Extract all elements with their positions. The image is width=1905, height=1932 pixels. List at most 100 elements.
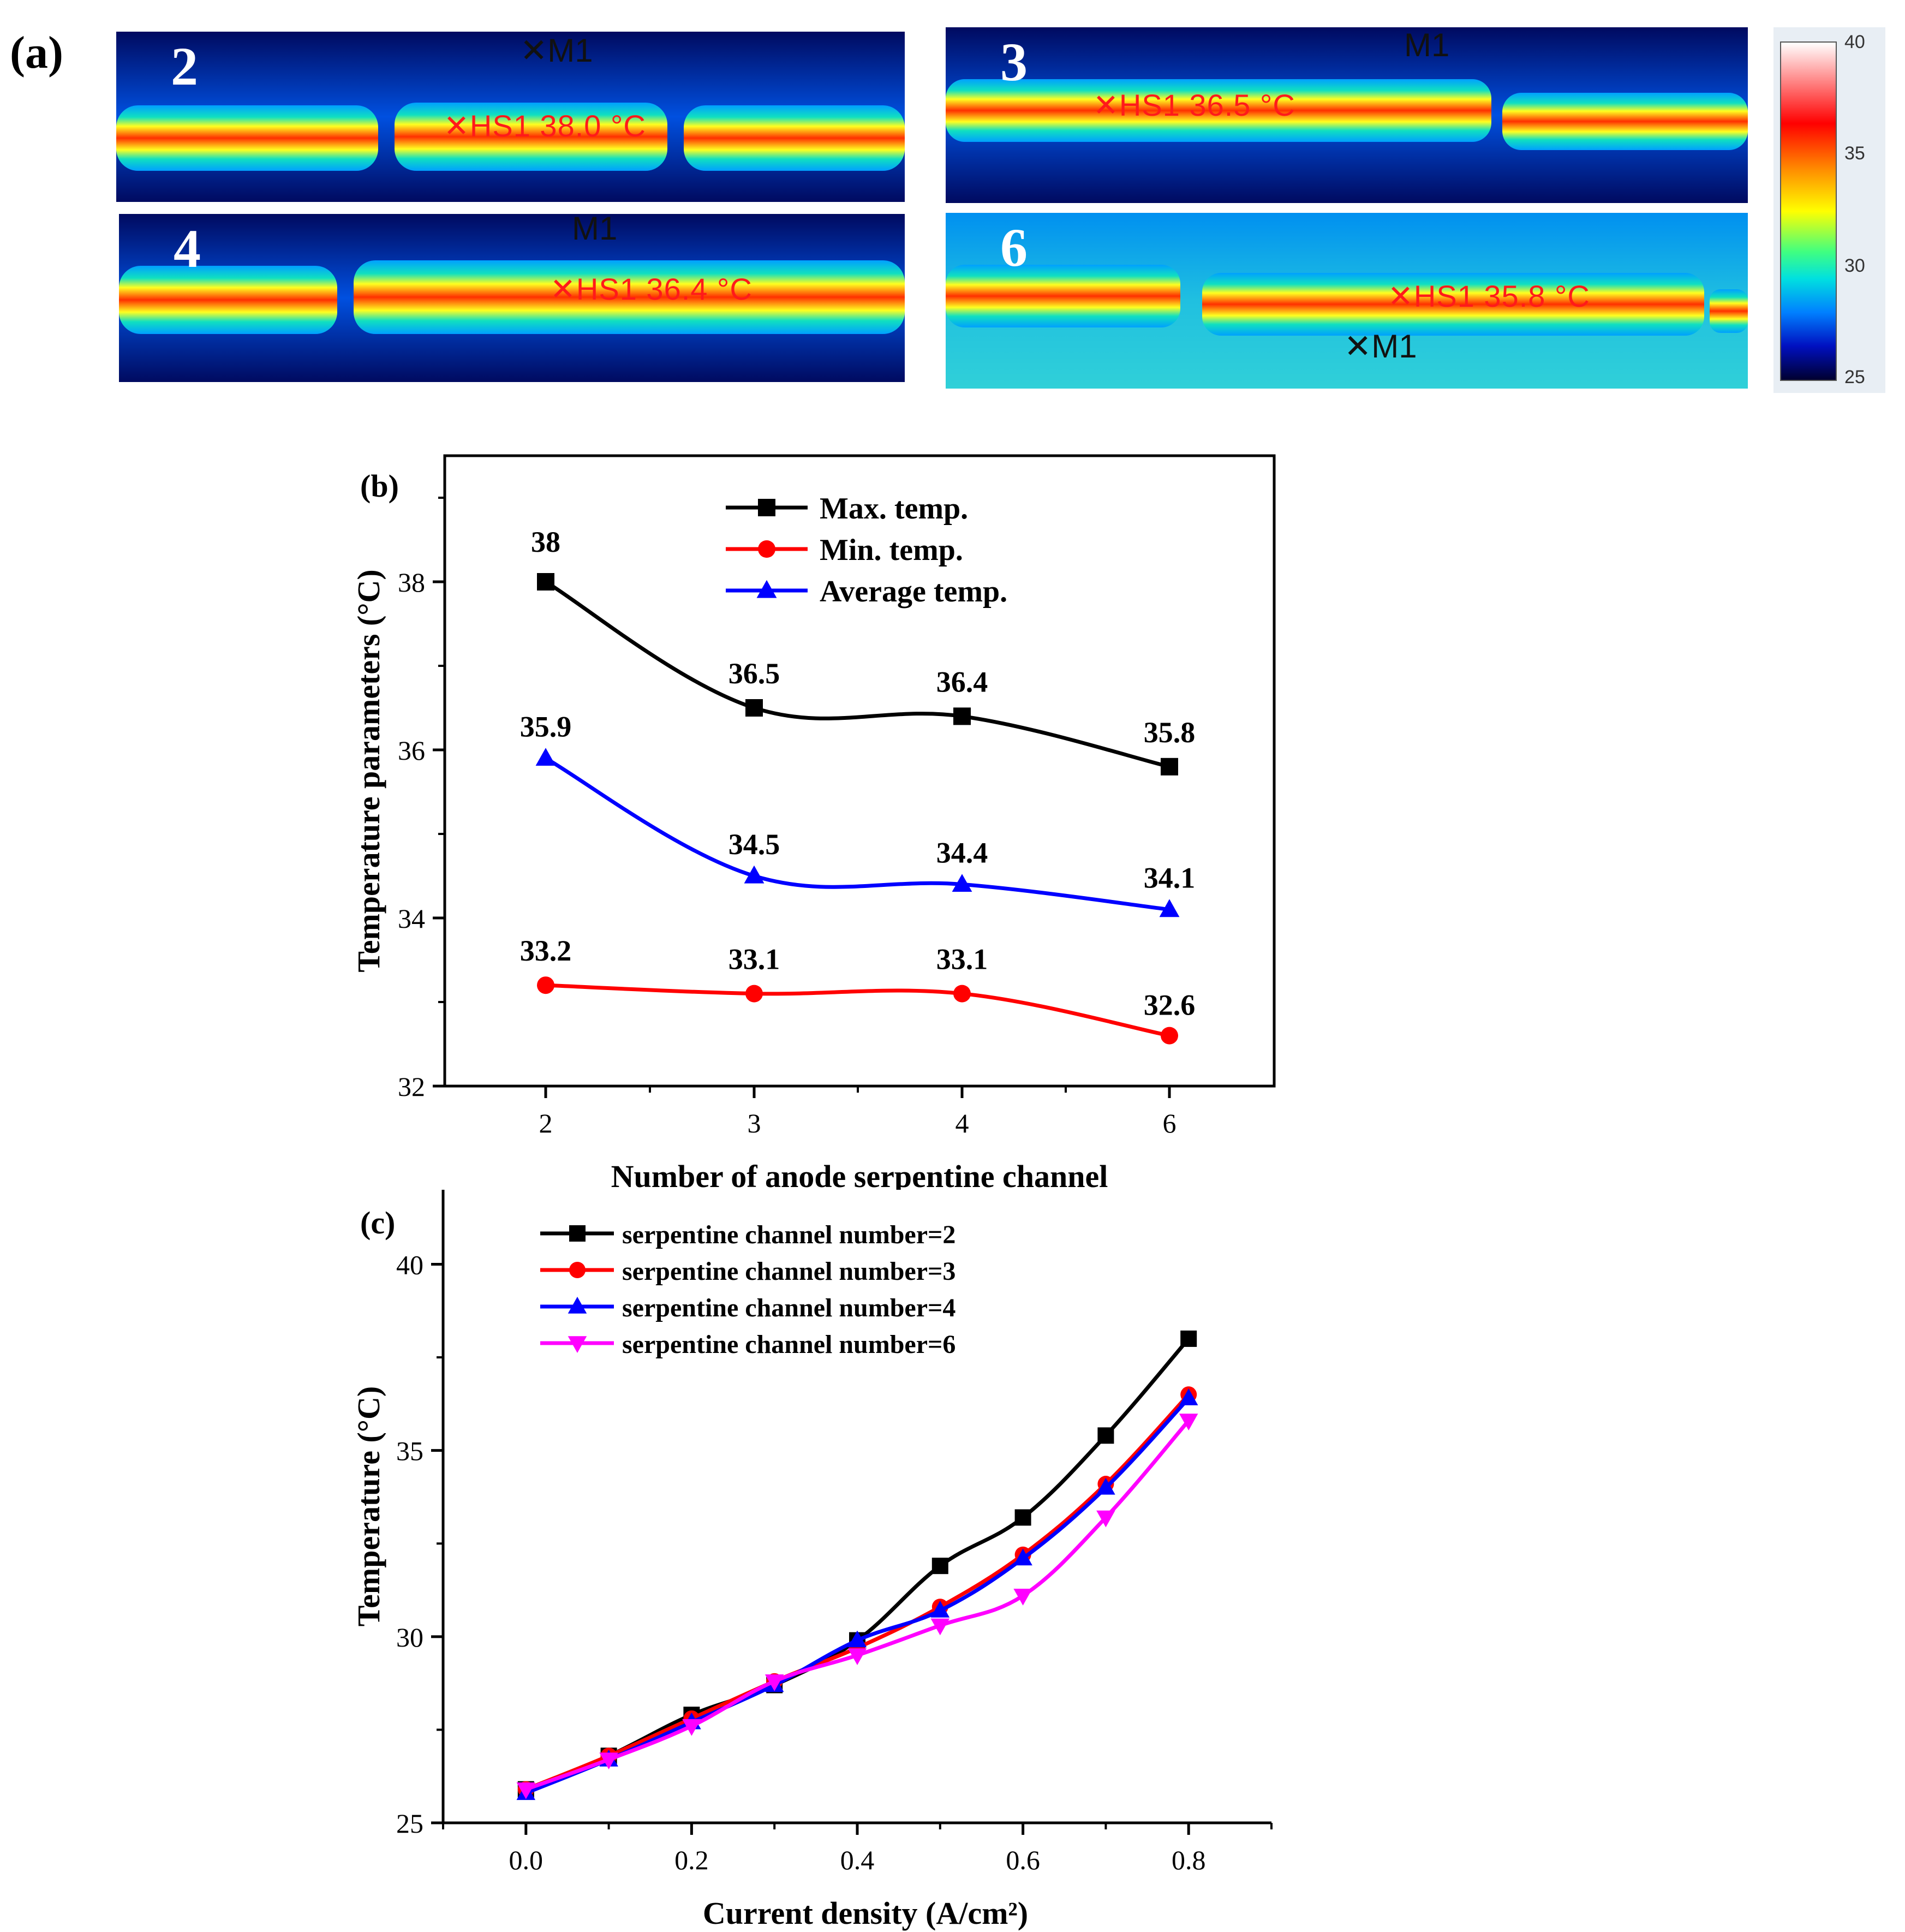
data-point xyxy=(535,748,556,766)
data-label: 35.8 xyxy=(1144,716,1196,749)
legend-label: serpentine channel number=2 xyxy=(622,1220,956,1249)
data-point xyxy=(1097,1427,1114,1444)
y-tick-label: 36 xyxy=(398,735,425,766)
legend-marker xyxy=(756,580,777,598)
plot-frame xyxy=(443,454,1276,1088)
series-max-temp-: 38 36.5 36.4 35.8 xyxy=(531,526,1195,776)
thermal-image-channel-2: 2 ✕HS1 38.0 °C ✕M1 xyxy=(116,32,905,202)
panel-a-label: (a) xyxy=(10,27,63,78)
chart-c: (c) 25 30 35 40 0.0 0.2 0.4 0.6 0.8 Current densit… xyxy=(351,1190,1273,1931)
series-line xyxy=(545,580,1170,769)
legend-marker xyxy=(758,540,775,558)
data-label: 34.5 xyxy=(728,828,780,861)
legend-item: Average temp. xyxy=(726,575,1007,609)
series-serpentine-channel-number-6 xyxy=(516,1414,1198,1799)
legend-label: Average temp. xyxy=(820,575,1007,609)
marker-m1: M1 xyxy=(572,214,618,247)
data-point xyxy=(1179,1388,1198,1405)
colorbar-gradient xyxy=(1780,41,1837,381)
data-point xyxy=(953,985,971,1003)
y-tick-label: 25 xyxy=(396,1808,423,1839)
x-axis-label: Current density (A/cm²) xyxy=(703,1895,1028,1931)
legend-label: serpentine channel number=3 xyxy=(622,1257,956,1286)
series-min-temp-: 33.2 33.1 33.1 32.6 xyxy=(520,934,1196,1045)
x-tick-label: 4 xyxy=(956,1108,969,1138)
data-point xyxy=(537,976,554,994)
data-point xyxy=(745,985,763,1003)
data-point xyxy=(537,573,554,591)
legend-label: Max. temp. xyxy=(820,492,968,526)
data-point xyxy=(745,699,763,717)
legend-marker xyxy=(568,1297,587,1314)
data-point xyxy=(516,1782,536,1799)
legend-item: serpentine channel number=2 xyxy=(540,1220,956,1249)
channel-number: 3 xyxy=(1000,32,1028,92)
colorbar-tick: 30 xyxy=(1844,255,1865,276)
panel-c-label: (c) xyxy=(360,1205,395,1241)
data-point xyxy=(930,1618,950,1636)
colorbar-tick: 35 xyxy=(1844,143,1865,164)
y-tick-label: 32 xyxy=(398,1071,425,1102)
data-point xyxy=(847,1648,867,1665)
thermal-image-channel-6: 6 ✕HS1 35.8 °C ✕M1 xyxy=(946,213,1748,389)
x-tick-label: 0.8 xyxy=(1172,1845,1206,1875)
x-tick-label: 0.0 xyxy=(509,1845,544,1875)
legend-label: serpentine channel number=6 xyxy=(622,1330,956,1359)
data-point xyxy=(1013,1589,1032,1606)
data-label: 35.9 xyxy=(520,710,572,743)
data-point xyxy=(1161,758,1178,776)
channel-number: 6 xyxy=(1000,217,1028,278)
legend-item: serpentine channel number=6 xyxy=(540,1330,956,1359)
marker-m1: ✕M1 xyxy=(520,32,593,69)
legend-marker xyxy=(569,1262,586,1278)
legend-label: serpentine channel number=4 xyxy=(622,1293,956,1322)
marker-m1: ✕M1 xyxy=(1344,328,1417,365)
x-tick-label: 3 xyxy=(748,1108,761,1138)
y-tick-label: 38 xyxy=(398,567,425,598)
legend-item: Max. temp. xyxy=(726,492,968,526)
thermal-image-channel-3: 3 ✕HS1 36.5 °C M1 xyxy=(946,27,1748,203)
hotspot-readout: ✕HS1 36.5 °C xyxy=(1093,88,1295,122)
data-label: 33.2 xyxy=(520,934,572,967)
data-point xyxy=(953,707,971,725)
data-point xyxy=(765,1674,784,1691)
data-point xyxy=(1013,1548,1032,1566)
data-point xyxy=(952,874,972,892)
legend-marker xyxy=(758,499,775,516)
hotspot-readout: ✕HS1 38.0 °C xyxy=(444,109,646,143)
y-tick-label: 35 xyxy=(396,1436,423,1466)
channel-number: 2 xyxy=(171,36,198,97)
legend-item: Min. temp. xyxy=(726,533,963,567)
y-tick-label: 30 xyxy=(396,1622,423,1653)
series-line xyxy=(525,1393,1190,1791)
x-tick-label: 0.6 xyxy=(1006,1845,1040,1875)
series-serpentine-channel-number-4 xyxy=(516,1388,1198,1800)
data-label: 38 xyxy=(531,526,560,558)
legend: Max. temp. Min. temp. Average temp. xyxy=(726,492,1007,609)
data-label: 33.1 xyxy=(728,943,780,976)
hotspot-readout: ✕HS1 35.8 °C xyxy=(1388,279,1590,313)
legend-item: serpentine channel number=4 xyxy=(540,1293,956,1322)
data-point xyxy=(1096,1510,1115,1528)
data-label: 36.4 xyxy=(936,665,988,698)
data-point xyxy=(1161,1027,1178,1045)
y-axis-label: Temperature (°C) xyxy=(351,1386,386,1626)
x-tick-label: 0.4 xyxy=(840,1845,875,1875)
colorbar: 40 35 30 25 xyxy=(1773,27,1885,393)
series-line xyxy=(545,983,1170,1038)
series-serpentine-channel-number-2 xyxy=(517,1330,1197,1798)
series-line xyxy=(525,1337,1190,1791)
data-point xyxy=(1159,899,1180,917)
data-label: 32.6 xyxy=(1144,989,1196,1022)
data-label: 34.1 xyxy=(1144,862,1196,895)
data-label: 34.4 xyxy=(936,836,988,869)
data-label: 33.1 xyxy=(936,943,988,976)
y-tick-label: 34 xyxy=(398,903,425,934)
data-point xyxy=(847,1630,867,1648)
panel-b-label: (b) xyxy=(360,468,399,504)
legend-marker xyxy=(569,1225,586,1242)
data-point xyxy=(1180,1330,1197,1347)
channel-number: 4 xyxy=(174,218,201,279)
data-point xyxy=(599,1752,618,1769)
